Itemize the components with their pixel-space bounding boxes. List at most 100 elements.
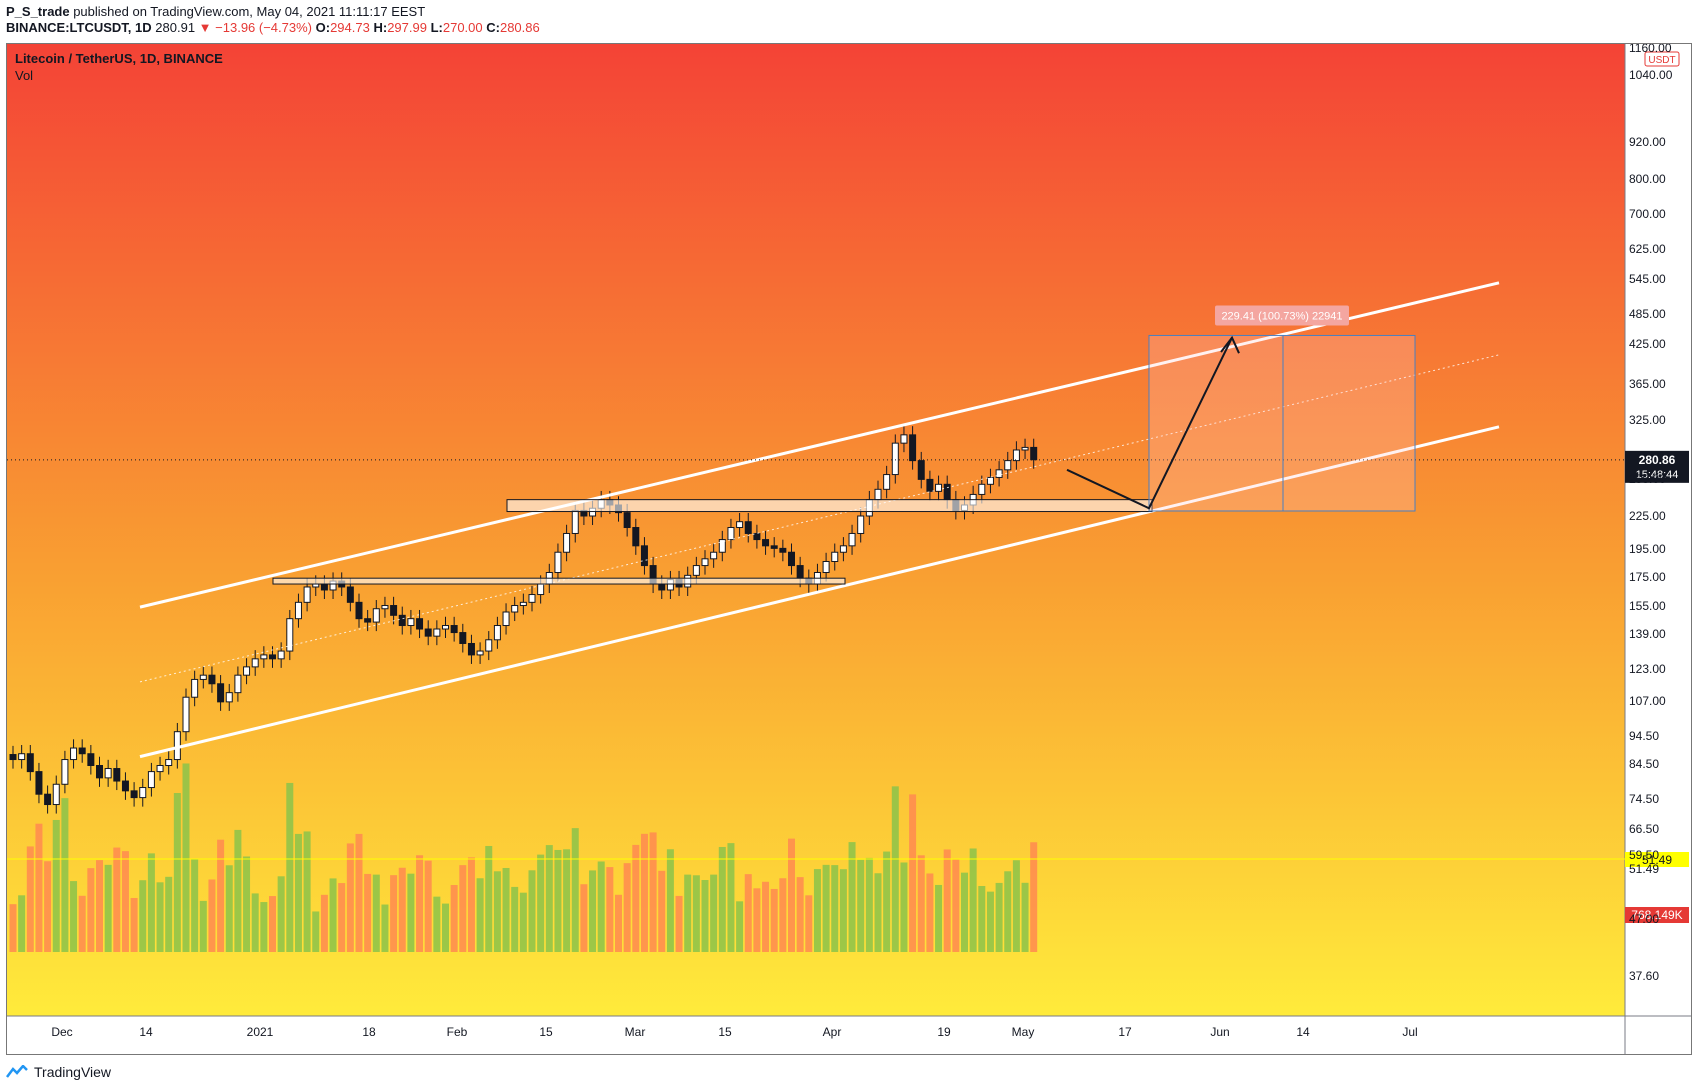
legend-title[interactable]: Litecoin / TetherUS, 1D, BINANCE (15, 51, 223, 66)
y-tick-label: 545.00 (1629, 272, 1666, 286)
candle-body (822, 560, 830, 574)
price-axis-background (1625, 44, 1691, 1054)
y-tick-label: 195.00 (1629, 542, 1666, 556)
candle-body (692, 565, 700, 576)
volume-bar (796, 877, 804, 952)
volume-bar (165, 876, 173, 952)
symbol-label[interactable]: BINANCE:LTCUSDT, 1D (6, 20, 152, 35)
candle-body (943, 483, 951, 501)
candle-body (269, 654, 276, 660)
x-tick-label: 2021 (247, 1025, 274, 1039)
candle-body (839, 545, 847, 553)
y-tick-label: 84.50 (1629, 757, 1659, 771)
candle-body (121, 780, 129, 792)
x-tick-label: Apr (823, 1025, 842, 1039)
candle-body (104, 768, 112, 779)
x-tick-label: 15 (539, 1025, 553, 1039)
projection-box (1148, 334, 1416, 512)
volume-bar (813, 869, 821, 952)
forecast-arrowhead (1220, 335, 1240, 354)
volume-bar (839, 869, 847, 952)
close-value: 280.86 (499, 20, 540, 35)
publisher: P_S_trade (6, 4, 70, 19)
volume-bar (199, 900, 207, 952)
volume-bar (597, 861, 605, 952)
volume-bar (18, 895, 26, 952)
candle-body (251, 658, 259, 668)
candle-body (502, 611, 510, 627)
candle-body (70, 747, 78, 761)
volume-bar (563, 849, 571, 952)
candle-body (364, 618, 372, 623)
candle-body (372, 608, 380, 623)
y-tick-label: 155.00 (1629, 599, 1666, 613)
volume-bar (70, 881, 78, 952)
candle-body (217, 683, 225, 703)
volume-bar (537, 854, 545, 952)
x-tick-label: Jul (1402, 1025, 1417, 1039)
y-tick-label: 700.00 (1629, 207, 1666, 221)
candle-body (156, 765, 164, 773)
volume-bar (459, 865, 467, 952)
candle-body (779, 547, 787, 553)
open-value: 294.73 (330, 20, 370, 35)
volume-bar (684, 874, 692, 952)
candle-body (277, 650, 285, 660)
volume-bar (9, 904, 17, 952)
candle-body (52, 783, 60, 806)
y-tick-label: 225.00 (1629, 509, 1666, 523)
volume-bar (113, 847, 121, 952)
x-tick-label: 19 (937, 1025, 951, 1039)
y-tick-label: 94.50 (1629, 729, 1659, 743)
chart-area[interactable]: 229.41 (100.73%) 22941 280.86 15:48:44 51.4… (6, 43, 1692, 1055)
volume-bar (571, 828, 579, 952)
y-tick-label: 175.00 (1629, 570, 1666, 584)
candle-body (433, 628, 441, 637)
candle-body (234, 674, 242, 694)
volume-bar (346, 843, 354, 952)
candle-body (416, 618, 424, 630)
y-tick-label: 123.00 (1629, 662, 1666, 676)
volume-bar (104, 864, 112, 952)
candle-body (909, 434, 917, 462)
projection-label: 229.41 (100.73%) 22941 (1221, 310, 1342, 322)
volume-bar (952, 859, 960, 952)
candle-body (476, 650, 484, 656)
volume-bar (390, 875, 398, 952)
volume-bar (372, 874, 380, 952)
candle-body (442, 625, 449, 630)
volume-bar (675, 895, 683, 952)
volume-bar (1030, 842, 1038, 952)
volume-bar (623, 863, 631, 952)
volume-bar (355, 833, 363, 952)
y-tick-label: 139.00 (1629, 627, 1666, 641)
volume-bar (666, 849, 674, 952)
candle-body (165, 759, 173, 767)
x-tick-label: 18 (362, 1025, 376, 1039)
currency-label: USDT (1648, 55, 1675, 66)
x-tick-label: 17 (1118, 1025, 1132, 1039)
support-zone (272, 577, 846, 585)
volume-bar (338, 883, 346, 952)
footer-brand[interactable]: TradingView (6, 1064, 111, 1080)
volume-bar (943, 849, 951, 952)
volume-bar (909, 794, 917, 952)
volume-bar (969, 848, 977, 952)
x-tick-label: May (1012, 1025, 1035, 1039)
volume-bar (52, 819, 60, 952)
candle-body (1021, 446, 1029, 451)
candle-body (701, 558, 709, 567)
candle-body (995, 469, 1003, 478)
y-tick-label: 1040.00 (1629, 68, 1673, 82)
chart-svg[interactable]: 229.41 (100.73%) 22941 280.86 15:48:44 51.4… (7, 44, 1692, 1055)
y-tick-label: 325.00 (1629, 413, 1666, 427)
candle-body (459, 632, 467, 644)
low-label: L: (430, 20, 443, 35)
low-value: 270.00 (442, 20, 483, 35)
volume-bar (96, 860, 103, 952)
y-tick-label: 255.00 (1629, 472, 1666, 486)
volume-bar (822, 864, 830, 952)
volume-bar (528, 870, 536, 952)
tradingview-logo-icon (6, 1065, 28, 1078)
legend-vol[interactable]: Vol (15, 68, 34, 83)
